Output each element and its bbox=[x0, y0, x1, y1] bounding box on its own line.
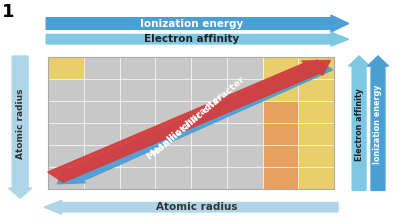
Bar bbox=[120, 57, 155, 79]
FancyArrow shape bbox=[57, 60, 333, 184]
Text: Electron affinity: Electron affinity bbox=[354, 88, 364, 161]
Bar bbox=[48, 167, 84, 189]
Bar bbox=[298, 145, 334, 167]
Bar bbox=[191, 167, 227, 189]
Bar bbox=[262, 145, 298, 167]
Bar bbox=[191, 145, 227, 167]
Bar bbox=[191, 101, 227, 123]
Bar bbox=[155, 79, 191, 101]
Bar bbox=[120, 123, 155, 145]
Bar bbox=[227, 101, 262, 123]
Bar bbox=[48, 145, 84, 167]
Bar bbox=[155, 167, 191, 189]
Bar bbox=[155, 101, 191, 123]
FancyArrow shape bbox=[48, 60, 331, 182]
FancyArrow shape bbox=[46, 15, 349, 32]
Bar bbox=[155, 57, 191, 79]
Bar bbox=[84, 57, 120, 79]
Bar bbox=[298, 79, 334, 101]
Bar bbox=[262, 167, 298, 189]
Bar bbox=[120, 79, 155, 101]
Bar bbox=[227, 123, 262, 145]
Bar bbox=[227, 145, 262, 167]
Bar bbox=[262, 79, 298, 101]
Text: Atomic radius: Atomic radius bbox=[156, 202, 237, 212]
Bar bbox=[227, 167, 262, 189]
Bar bbox=[298, 57, 334, 79]
Bar bbox=[191, 123, 227, 145]
Bar bbox=[227, 57, 262, 79]
Bar bbox=[48, 101, 84, 123]
Bar bbox=[227, 79, 262, 101]
Bar bbox=[120, 145, 155, 167]
FancyArrow shape bbox=[46, 32, 349, 46]
FancyArrow shape bbox=[9, 56, 32, 198]
Text: 1: 1 bbox=[2, 3, 15, 21]
Bar bbox=[120, 101, 155, 123]
Bar bbox=[84, 145, 120, 167]
FancyArrow shape bbox=[349, 56, 370, 190]
Bar bbox=[262, 57, 298, 79]
FancyArrow shape bbox=[44, 200, 338, 214]
Bar bbox=[191, 79, 227, 101]
Bar bbox=[155, 145, 191, 167]
Bar bbox=[262, 123, 298, 145]
Text: Atomic radius: Atomic radius bbox=[16, 89, 25, 159]
Text: Ionization energy: Ionization energy bbox=[373, 84, 383, 164]
Bar bbox=[48, 123, 84, 145]
Bar bbox=[48, 57, 334, 189]
Bar bbox=[298, 167, 334, 189]
Bar bbox=[84, 167, 120, 189]
Bar bbox=[298, 101, 334, 123]
FancyArrow shape bbox=[368, 56, 388, 190]
Bar bbox=[48, 79, 84, 101]
Text: Ionization energy: Ionization energy bbox=[140, 19, 244, 28]
Bar bbox=[120, 167, 155, 189]
Text: Nonmetallic character: Nonmetallic character bbox=[150, 75, 247, 158]
Bar bbox=[48, 57, 84, 79]
Text: Electron affinity: Electron affinity bbox=[144, 34, 240, 44]
Bar bbox=[155, 123, 191, 145]
Bar bbox=[84, 123, 120, 145]
Bar bbox=[262, 101, 298, 123]
Bar bbox=[191, 57, 227, 79]
Text: Metallic character: Metallic character bbox=[146, 92, 226, 162]
Bar bbox=[84, 79, 120, 101]
Bar bbox=[298, 123, 334, 145]
Bar bbox=[84, 101, 120, 123]
